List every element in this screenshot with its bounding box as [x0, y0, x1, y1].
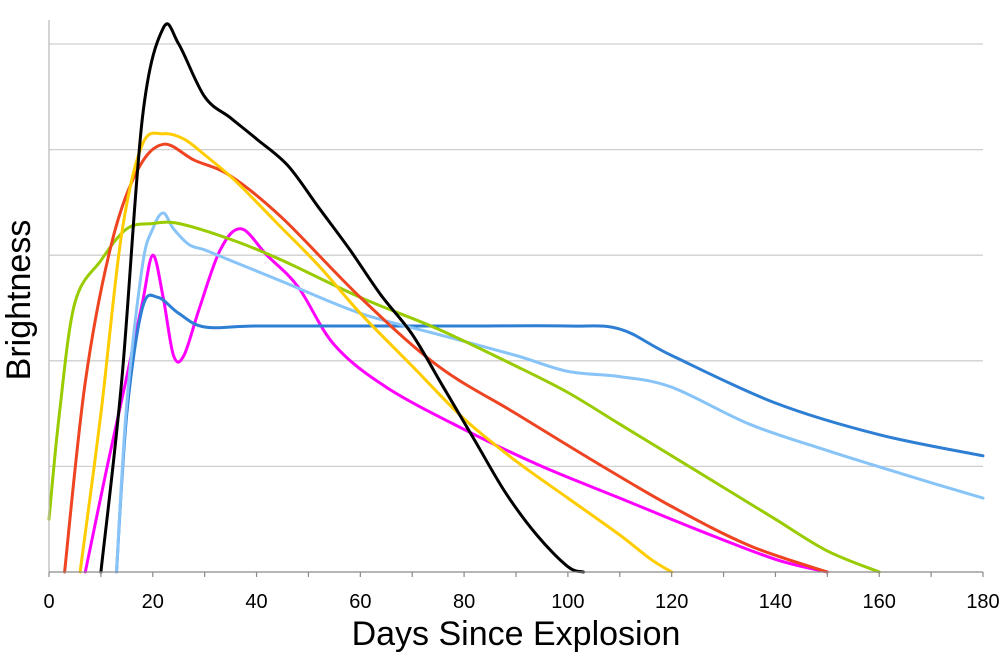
series-line-3 [63, 142, 829, 574]
series-group [47, 22, 985, 574]
x-axis-title: Days Since Explosion [352, 615, 681, 653]
series-line-6 [115, 293, 985, 574]
y-axis-title: Brightness [0, 220, 38, 381]
x-tick-label-40: 40 [245, 591, 267, 613]
x-tick-label-180: 180 [966, 591, 999, 613]
x-tick-label-60: 60 [349, 591, 371, 613]
x-tick-label-120: 120 [655, 591, 688, 613]
series-line-1 [99, 22, 585, 574]
x-tick-labels: 0 20 40 60 80 100 120 140 160 180 [43, 591, 999, 613]
series-line-7 [83, 227, 829, 574]
axes [48, 20, 984, 577]
x-tick-label-100: 100 [551, 591, 584, 613]
series-line-2 [78, 131, 674, 574]
series-line-5 [115, 211, 985, 574]
x-tick-label-140: 140 [759, 591, 792, 613]
gridlines [49, 43, 983, 468]
x-tick-label-20: 20 [142, 591, 164, 613]
x-tick-label-80: 80 [453, 591, 475, 613]
x-tick-label-0: 0 [43, 591, 54, 613]
x-tick-label-160: 160 [863, 591, 896, 613]
series-line-4 [47, 220, 881, 574]
